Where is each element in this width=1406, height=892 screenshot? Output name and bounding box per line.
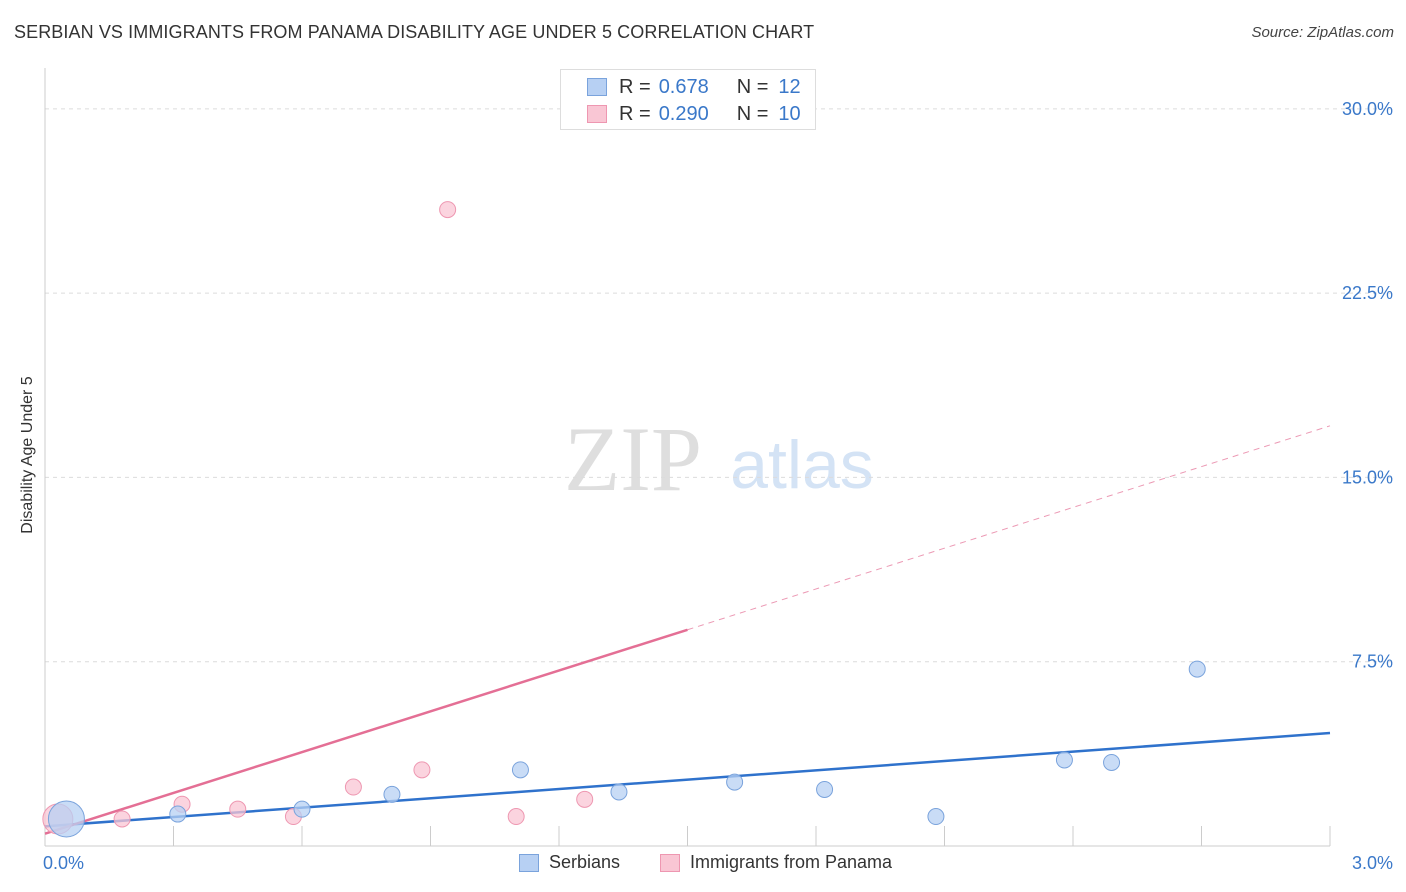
serbians-point: [927, 808, 945, 826]
grid: [45, 108, 1392, 663]
n-label: N =: [736, 75, 769, 98]
n-label: N =: [736, 102, 769, 125]
panama-point: [507, 808, 525, 826]
trend-line-dashed-1: [687, 425, 1331, 631]
panama-point: [344, 778, 362, 796]
serbians-point: [1188, 660, 1206, 678]
panama-point: [439, 201, 457, 219]
trend-line-0: [44, 731, 1331, 828]
serbians-point: [383, 785, 401, 803]
source-label: Source: ZipAtlas.com: [1251, 24, 1394, 41]
chart-title: SERBIAN VS IMMIGRANTS FROM PANAMA DISABI…: [14, 22, 815, 42]
panama-point: [576, 790, 594, 808]
panama-point: [413, 761, 431, 779]
legend-row-panama: R = 0.290 N = 10: [587, 101, 801, 127]
series-legend: Serbians Immigrants from Panama: [0, 852, 1406, 876]
correlation-legend: R = 0.678 N = 12 R = 0.290 N = 10: [560, 69, 816, 130]
axes: [44, 68, 1331, 847]
tick-labels: 7.5% 15.0% 22.5% 30.0% 0.0% 3.0%: [43, 99, 1393, 873]
panama-point: [113, 810, 131, 828]
x-tick-label: 0.0%: [43, 853, 84, 873]
r-label: R =: [619, 102, 651, 125]
serbians-point: [1055, 751, 1073, 769]
r-value: 0.678: [658, 75, 709, 98]
n-value: 12: [778, 75, 801, 98]
r-label: R =: [619, 75, 651, 98]
r-value: 0.290: [658, 102, 709, 125]
panama-point: [229, 800, 247, 818]
watermark-atlas: atlas: [730, 427, 874, 503]
panama-swatch: [587, 105, 607, 123]
legend-label-serbians: Serbians: [549, 852, 621, 872]
panama-swatch: [660, 853, 680, 872]
watermark-zip: ZIP: [564, 408, 702, 510]
legend-item-panama[interactable]: Immigrants from Panama: [660, 852, 892, 873]
y-tick-label: 7.5%: [1352, 652, 1393, 672]
data-points: [42, 201, 1206, 838]
serbians-swatch: [519, 853, 539, 872]
serbians-point: [47, 800, 85, 838]
y-tick-label: 15.0%: [1342, 467, 1393, 487]
serbians-point: [610, 783, 628, 801]
legend-row-serbians: R = 0.678 N = 12: [587, 74, 801, 100]
serbians-point: [169, 805, 187, 823]
watermark: ZIP atlas: [564, 408, 874, 510]
x-tick-label: 3.0%: [1352, 853, 1393, 873]
serbians-point: [816, 780, 834, 798]
y-tick-label: 30.0%: [1342, 99, 1393, 119]
legend-label-panama: Immigrants from Panama: [690, 852, 893, 872]
serbians-point: [293, 800, 311, 818]
serbians-swatch: [587, 78, 607, 96]
trend-lines: [44, 425, 1331, 835]
n-value: 10: [778, 102, 801, 125]
serbians-point: [1103, 753, 1121, 771]
legend-item-serbians[interactable]: Serbians: [519, 852, 620, 873]
trend-line-solid-1: [44, 628, 688, 835]
y-tick-label: 22.5%: [1342, 283, 1393, 303]
serbians-point: [726, 773, 744, 791]
serbians-point: [511, 761, 529, 779]
